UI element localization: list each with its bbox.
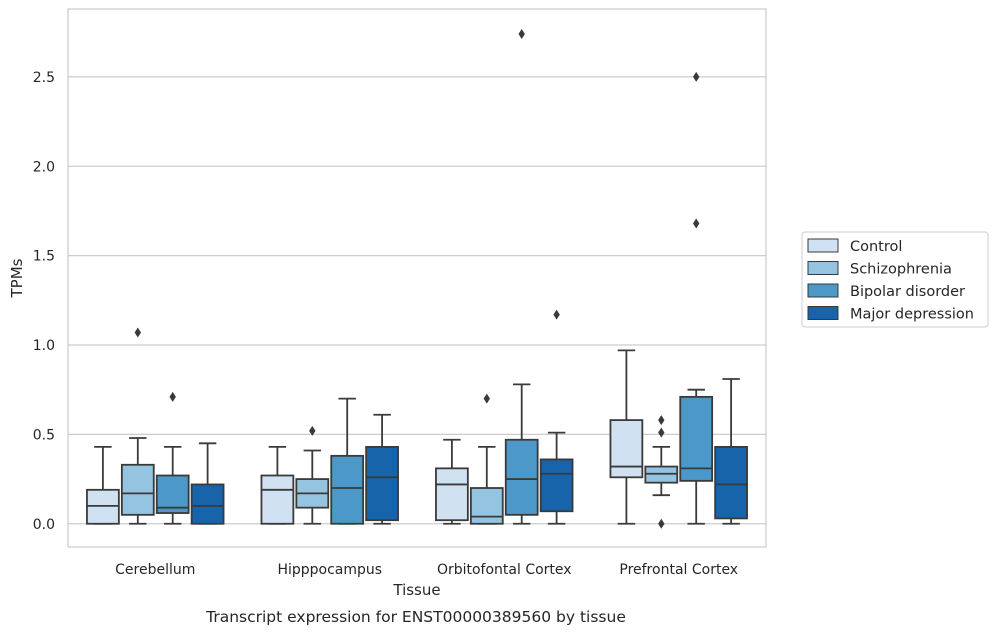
box-control-3	[609, 349, 644, 525]
x-tick-label: Orbitofontal Cortex	[437, 562, 572, 578]
y-axis-label: TPMs	[8, 258, 26, 298]
legend-swatch	[807, 238, 839, 253]
box-bipolar-disorder-3	[679, 71, 714, 525]
y-tick-label: 0.5	[33, 427, 55, 443]
box-major-depression-2	[539, 309, 574, 525]
x-tick-label: Cerebellum	[115, 562, 195, 578]
outlier-point	[658, 427, 665, 438]
legend-label: Bipolar disorder	[850, 284, 965, 300]
box-schizophrenia-3	[644, 415, 679, 529]
box-bipolar-disorder-1	[330, 397, 365, 525]
legend-label: Major depression	[850, 307, 974, 323]
box-body	[190, 483, 225, 525]
outlier-point	[309, 425, 316, 436]
box-major-depression-3	[714, 378, 748, 525]
legend-swatch	[807, 283, 839, 298]
box-schizophrenia-1	[295, 425, 330, 525]
legend: Control Schizophrenia Bipolar disorder Majo…	[801, 231, 989, 328]
legend-swatch	[807, 306, 839, 320]
boxes	[86, 29, 748, 529]
y-tick-label: 1.0	[33, 338, 55, 354]
outlier-point	[658, 518, 665, 529]
legend-swatch	[807, 261, 839, 275]
legend-label: Schizophrenia	[850, 262, 952, 278]
box-body	[469, 487, 504, 525]
legend-label: Control	[850, 239, 902, 255]
outlier-point	[483, 393, 490, 404]
box-schizophrenia-2	[469, 393, 504, 525]
outlier-point	[169, 391, 176, 402]
box-schizophrenia-0	[120, 327, 155, 525]
box-major-depression-0	[190, 442, 225, 525]
x-tick-label: Prefrontal Cortex	[619, 562, 738, 578]
box-body	[714, 446, 748, 520]
y-axis: 0.0 0.5 1.0 1.5 2.0 2.5	[33, 70, 55, 533]
box-body	[679, 395, 714, 482]
outlier-point	[693, 71, 700, 82]
outlier-point	[658, 415, 665, 426]
box-body	[365, 446, 399, 522]
box-bipolar-disorder-0	[155, 391, 190, 525]
box-body	[609, 419, 644, 479]
legend-box	[801, 231, 989, 328]
box-major-depression-1	[365, 413, 399, 525]
box-body	[120, 463, 155, 516]
box-bipolar-disorder-2	[504, 29, 539, 525]
plot-frame	[67, 8, 767, 548]
y-tick-label: 0.0	[33, 517, 55, 533]
y-tick-label: 1.5	[33, 249, 55, 265]
x-axis: Cerebellum Hipppocampus Orbitofontal Corte…	[115, 562, 738, 578]
y-tick-label: 2.5	[33, 70, 55, 86]
box-body	[330, 454, 365, 525]
outlier-point	[134, 327, 141, 338]
box-body	[539, 458, 574, 513]
box-body	[504, 438, 539, 516]
box-body	[260, 474, 295, 525]
outlier-point	[693, 218, 700, 229]
box-control-0	[86, 446, 120, 525]
grid-lines	[68, 76, 766, 525]
box-control-1	[260, 446, 295, 525]
x-tick-label: Hipppocampus	[277, 562, 382, 578]
outlier-point	[518, 29, 525, 40]
box-body	[435, 467, 469, 522]
y-tick-label: 2.0	[33, 159, 55, 175]
x-axis-label: Tissue	[392, 581, 440, 599]
chart-title: Transcript expression for ENST0000038956…	[205, 608, 626, 626]
outlier-point	[553, 309, 560, 320]
box-control-2	[435, 438, 469, 525]
